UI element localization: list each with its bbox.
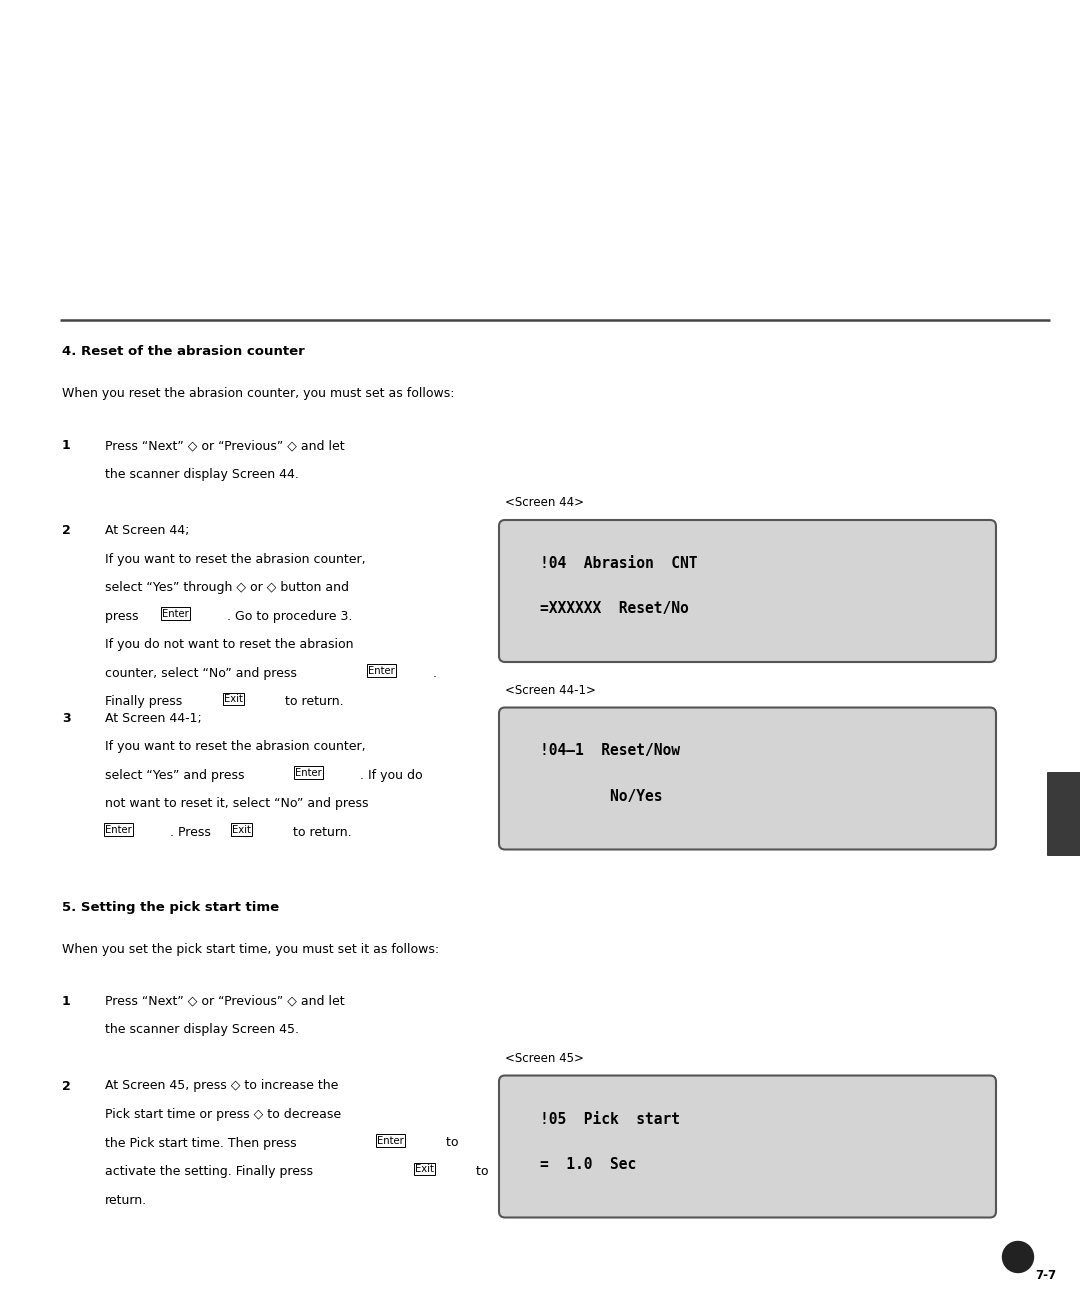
Text: to: to bbox=[472, 1166, 488, 1178]
Text: 1: 1 bbox=[62, 439, 71, 452]
Text: 3: 3 bbox=[62, 711, 70, 724]
Text: At Screen 44-1;: At Screen 44-1; bbox=[105, 711, 202, 724]
Text: 5. Setting the pick start time: 5. Setting the pick start time bbox=[62, 900, 279, 913]
Text: <Screen 45>: <Screen 45> bbox=[505, 1052, 584, 1064]
Text: Enter: Enter bbox=[368, 666, 395, 676]
Text: 2: 2 bbox=[62, 524, 71, 537]
Text: Exit: Exit bbox=[224, 694, 243, 704]
Text: At Screen 44;: At Screen 44; bbox=[105, 524, 189, 537]
Text: If you want to reset the abrasion counter,: If you want to reset the abrasion counte… bbox=[105, 553, 366, 566]
Text: Enter: Enter bbox=[295, 768, 322, 777]
FancyBboxPatch shape bbox=[1047, 772, 1080, 856]
Text: =  1.0  Sec: = 1.0 Sec bbox=[540, 1156, 636, 1172]
Text: the Pick start time. Then press: the Pick start time. Then press bbox=[105, 1137, 300, 1150]
Text: !04  Abrasion  CNT: !04 Abrasion CNT bbox=[540, 556, 698, 571]
Text: . Press: . Press bbox=[170, 825, 215, 838]
Text: Enter: Enter bbox=[377, 1136, 404, 1146]
Text: the scanner display Screen 44.: the scanner display Screen 44. bbox=[105, 467, 299, 480]
Text: Press “Next” ◇ or “Previous” ◇ and let: Press “Next” ◇ or “Previous” ◇ and let bbox=[105, 995, 345, 1008]
Text: Finally press: Finally press bbox=[105, 695, 186, 708]
Text: to return.: to return. bbox=[289, 825, 352, 838]
Text: not want to reset it, select “No” and press: not want to reset it, select “No” and pr… bbox=[105, 796, 368, 809]
Text: Exit: Exit bbox=[415, 1164, 434, 1175]
Text: .: . bbox=[433, 667, 437, 680]
Text: When you set the pick start time, you must set it as follows:: When you set the pick start time, you mu… bbox=[62, 943, 440, 956]
Text: Enter: Enter bbox=[105, 825, 132, 834]
Text: . If you do: . If you do bbox=[360, 768, 422, 781]
Text: select “Yes” and press: select “Yes” and press bbox=[105, 768, 248, 781]
FancyBboxPatch shape bbox=[499, 521, 996, 662]
Text: Press “Next” ◇ or “Previous” ◇ and let: Press “Next” ◇ or “Previous” ◇ and let bbox=[105, 439, 345, 452]
Text: counter, select “No” and press: counter, select “No” and press bbox=[105, 667, 301, 680]
Text: 7-7: 7-7 bbox=[1035, 1269, 1056, 1282]
Text: select “Yes” through ◇ or ◇ button and: select “Yes” through ◇ or ◇ button and bbox=[105, 581, 349, 594]
FancyBboxPatch shape bbox=[499, 1076, 996, 1217]
Text: to: to bbox=[442, 1137, 459, 1150]
Circle shape bbox=[1002, 1242, 1034, 1273]
Text: At Screen 45, press ◇ to increase the: At Screen 45, press ◇ to increase the bbox=[105, 1080, 338, 1093]
Text: !04–1  Reset/Now: !04–1 Reset/Now bbox=[540, 743, 680, 759]
Text: If you want to reset the abrasion counter,: If you want to reset the abrasion counte… bbox=[105, 739, 366, 752]
Text: If you do not want to reset the abrasion: If you do not want to reset the abrasion bbox=[105, 638, 353, 651]
Text: =XXXXXX  Reset/No: =XXXXXX Reset/No bbox=[540, 601, 689, 616]
Text: Exit: Exit bbox=[232, 825, 251, 834]
Text: press: press bbox=[105, 610, 143, 623]
Text: Enter: Enter bbox=[162, 609, 189, 619]
Text: 2: 2 bbox=[62, 1080, 71, 1093]
Text: return.: return. bbox=[105, 1194, 147, 1207]
Text: the scanner display Screen 45.: the scanner display Screen 45. bbox=[105, 1023, 299, 1036]
Text: No/Yes: No/Yes bbox=[540, 789, 662, 803]
Text: <Screen 44-1>: <Screen 44-1> bbox=[505, 684, 596, 697]
Text: to return.: to return. bbox=[281, 695, 343, 708]
Text: 4. Reset of the abrasion counter: 4. Reset of the abrasion counter bbox=[62, 344, 305, 357]
Text: !05  Pick  start: !05 Pick start bbox=[540, 1111, 680, 1127]
FancyBboxPatch shape bbox=[499, 707, 996, 850]
Text: When you reset the abrasion counter, you must set as follows:: When you reset the abrasion counter, you… bbox=[62, 387, 455, 400]
Text: Pick start time or press ◇ to decrease: Pick start time or press ◇ to decrease bbox=[105, 1109, 341, 1121]
Text: . Go to procedure 3.: . Go to procedure 3. bbox=[227, 610, 352, 623]
Text: <Screen 44>: <Screen 44> bbox=[505, 496, 584, 509]
Text: 1: 1 bbox=[62, 995, 71, 1008]
Text: activate the setting. Finally press: activate the setting. Finally press bbox=[105, 1166, 318, 1178]
